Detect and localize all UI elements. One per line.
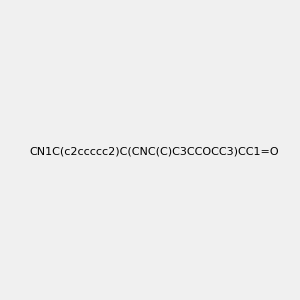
Text: CN1C(c2ccccc2)C(CNC(C)C3CCOCC3)CC1=O: CN1C(c2ccccc2)C(CNC(C)C3CCOCC3)CC1=O bbox=[29, 146, 279, 157]
